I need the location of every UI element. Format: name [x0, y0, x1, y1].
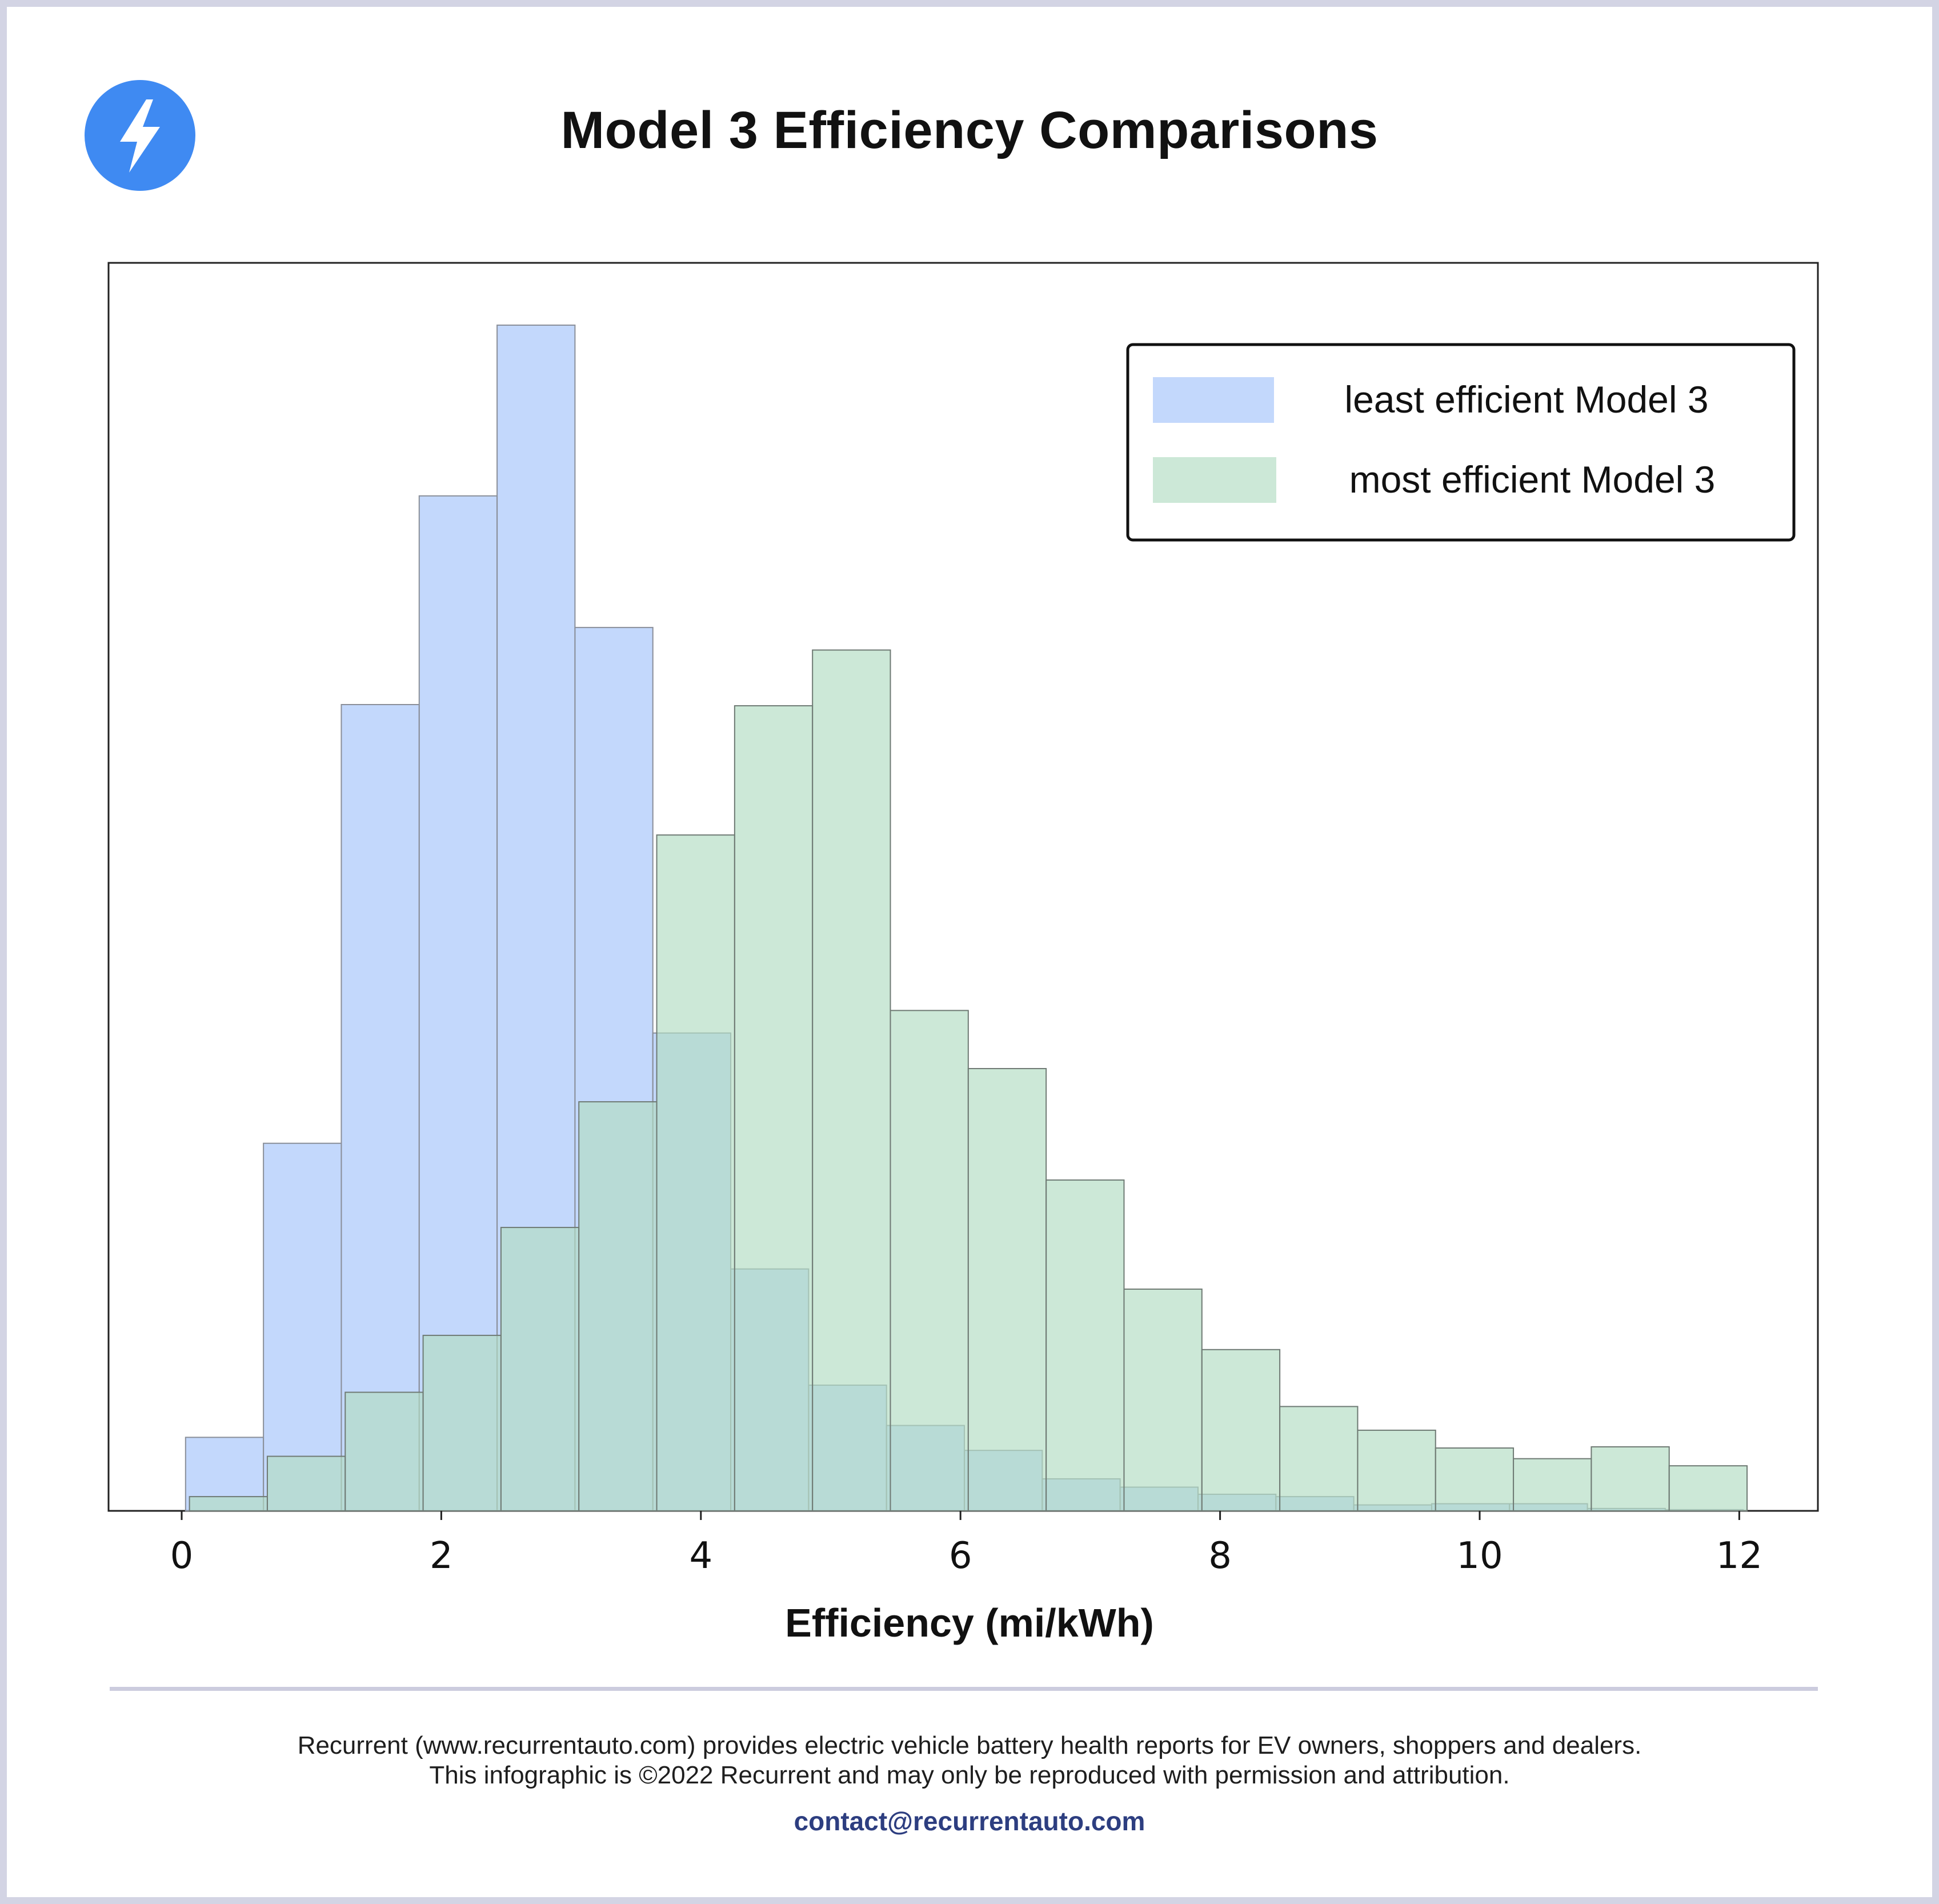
- legend-box: [1126, 343, 1796, 542]
- histogram-bar: [1123, 1288, 1203, 1512]
- x-tick-label: 6: [949, 1535, 972, 1577]
- series-most-efficient-bars: [189, 649, 1748, 1512]
- histogram-bar: [1668, 1465, 1748, 1511]
- histogram-bar: [1591, 1446, 1670, 1511]
- contact-email-link[interactable]: contact@recurrentauto.com: [794, 1806, 1145, 1836]
- histogram-bar: [263, 1142, 342, 1511]
- footer-divider: [110, 1687, 1818, 1691]
- footer-copyright: This infographic is ©2022 Recurrent and …: [429, 1761, 1510, 1789]
- histogram-bar: [266, 1455, 346, 1512]
- histogram-bar: [1513, 1458, 1592, 1511]
- histogram-bar: [189, 1496, 268, 1512]
- histogram-bar: [812, 649, 891, 1511]
- histogram-bar: [1279, 1406, 1359, 1511]
- footer-description: Recurrent (www.recurrentauto.com) provid…: [297, 1731, 1642, 1759]
- legend: least efficient Model 3 most efficient M…: [1126, 343, 1796, 542]
- x-axis-label: Efficiency (mi/kWh): [785, 1601, 1154, 1645]
- histogram-chart: 0 2 4 6 8 10 12 least efficient Model 3 most e…: [107, 262, 1819, 1577]
- histogram-bar: [344, 1391, 424, 1511]
- legend-label-most-efficient: most efficient Model 3: [1349, 458, 1716, 501]
- histogram-bar: [422, 1334, 502, 1511]
- histogram-bar: [1357, 1429, 1436, 1511]
- histogram-bar: [500, 1227, 580, 1511]
- histogram-bar: [578, 1101, 658, 1511]
- x-tick-label: 2: [430, 1535, 453, 1577]
- x-tick-label: 12: [1716, 1535, 1762, 1577]
- histogram-bar: [1201, 1349, 1281, 1512]
- legend-swatch-most-efficient: [1153, 457, 1276, 503]
- lightning-bolt-icon: [120, 99, 160, 173]
- histogram-bar: [1435, 1447, 1515, 1511]
- x-axis-ticks: 0 2 4 6 8 10 12: [170, 1511, 1762, 1577]
- x-tick-label: 0: [170, 1535, 194, 1577]
- legend-swatch-least-efficient: [1153, 377, 1274, 423]
- histogram-bar: [967, 1068, 1047, 1511]
- x-tick-label: 8: [1208, 1535, 1232, 1577]
- x-tick-label: 10: [1456, 1535, 1503, 1577]
- histogram-bar: [734, 705, 814, 1511]
- page-title: Model 3 Efficiency Comparisons: [560, 101, 1379, 159]
- logo-badge: [85, 80, 195, 191]
- legend-label-least-efficient: least efficient Model 3: [1344, 378, 1708, 421]
- histogram-bar: [1045, 1179, 1125, 1511]
- histogram-bar: [890, 1010, 969, 1511]
- x-tick-label: 4: [689, 1535, 712, 1577]
- histogram-bar: [340, 704, 420, 1511]
- histogram-bar: [656, 834, 735, 1511]
